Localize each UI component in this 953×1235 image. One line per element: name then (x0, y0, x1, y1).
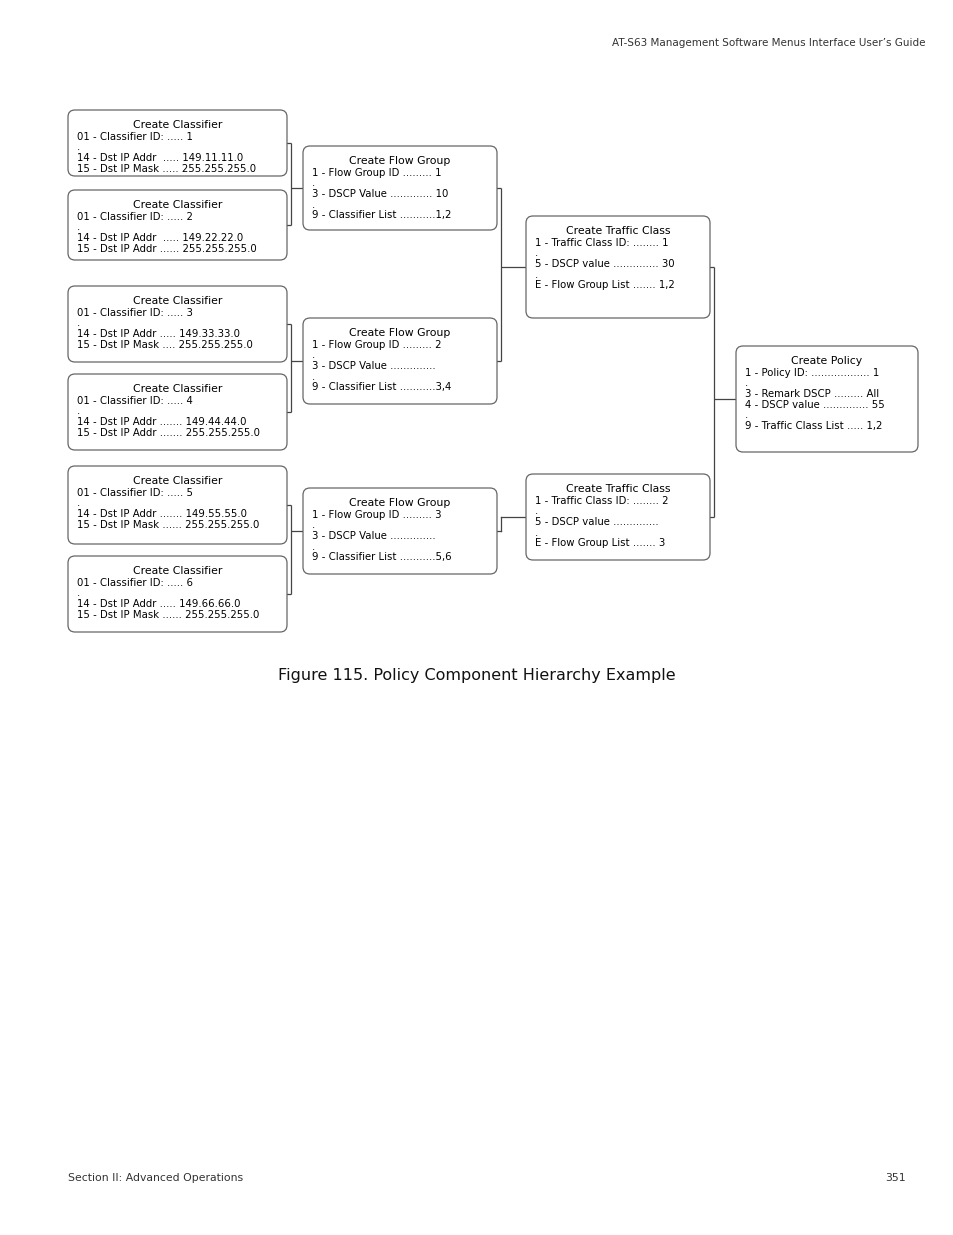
Text: 9 - Classifier List ...........5,6: 9 - Classifier List ...........5,6 (312, 552, 451, 562)
Text: 9 - Classifier List ...........3,4: 9 - Classifier List ...........3,4 (312, 382, 451, 391)
Text: 14 - Dst IP Addr ..... 149.66.66.0: 14 - Dst IP Addr ..... 149.66.66.0 (77, 599, 240, 609)
Text: 1 - Traffic Class ID: ........ 2: 1 - Traffic Class ID: ........ 2 (535, 496, 668, 506)
Text: Create Classifier: Create Classifier (132, 384, 222, 394)
FancyBboxPatch shape (68, 374, 287, 450)
Text: 14 - Dst IP Addr ....... 149.44.44.0: 14 - Dst IP Addr ....... 149.44.44.0 (77, 417, 246, 427)
Text: .: . (77, 499, 80, 509)
FancyBboxPatch shape (68, 190, 287, 261)
FancyBboxPatch shape (68, 556, 287, 632)
Text: .: . (77, 319, 80, 329)
Text: .: . (312, 179, 314, 189)
Text: Create Flow Group: Create Flow Group (349, 329, 450, 338)
Text: 3 - DSCP Value ..............: 3 - DSCP Value .............. (312, 531, 436, 541)
Text: .: . (535, 248, 537, 258)
Text: 01 - Classifier ID: ..... 5: 01 - Classifier ID: ..... 5 (77, 488, 193, 498)
Text: Create Classifier: Create Classifier (132, 566, 222, 576)
Text: 01 - Classifier ID: ..... 3: 01 - Classifier ID: ..... 3 (77, 308, 193, 317)
Text: 1 - Policy ID: .................. 1: 1 - Policy ID: .................. 1 (744, 368, 879, 378)
FancyBboxPatch shape (525, 216, 709, 317)
Text: 14 - Dst IP Addr ....... 149.55.55.0: 14 - Dst IP Addr ....... 149.55.55.0 (77, 509, 247, 519)
Text: .: . (77, 589, 80, 599)
Text: .: . (312, 372, 314, 382)
Text: E - Flow Group List ....... 1,2: E - Flow Group List ....... 1,2 (535, 280, 674, 290)
Text: 15 - Dst IP Mask ...... 255.255.255.0: 15 - Dst IP Mask ...... 255.255.255.0 (77, 520, 259, 530)
Text: Figure 115. Policy Component Hierarchy Example: Figure 115. Policy Component Hierarchy E… (278, 668, 675, 683)
Text: Create Flow Group: Create Flow Group (349, 498, 450, 508)
Text: 1 - Flow Group ID ......... 2: 1 - Flow Group ID ......... 2 (312, 340, 441, 350)
Text: Create Flow Group: Create Flow Group (349, 156, 450, 165)
Text: 351: 351 (884, 1173, 905, 1183)
Text: .: . (77, 222, 80, 232)
Text: 1 - Flow Group ID ......... 3: 1 - Flow Group ID ......... 3 (312, 510, 441, 520)
FancyBboxPatch shape (68, 110, 287, 177)
Text: .: . (312, 541, 314, 552)
Text: 14 - Dst IP Addr ..... 149.33.33.0: 14 - Dst IP Addr ..... 149.33.33.0 (77, 329, 240, 338)
Text: 3 - DSCP Value ..............: 3 - DSCP Value .............. (312, 361, 436, 370)
Text: .: . (312, 200, 314, 210)
Text: .: . (744, 410, 747, 420)
Text: 3 - DSCP Value ............. 10: 3 - DSCP Value ............. 10 (312, 189, 448, 199)
Text: 01 - Classifier ID: ..... 6: 01 - Classifier ID: ..... 6 (77, 578, 193, 588)
Text: Create Classifier: Create Classifier (132, 475, 222, 487)
Text: 4 - DSCP value .............. 55: 4 - DSCP value .............. 55 (744, 399, 883, 410)
Text: 1 - Flow Group ID ......... 1: 1 - Flow Group ID ......... 1 (312, 168, 441, 178)
Text: .: . (312, 351, 314, 361)
Text: Section II: Advanced Operations: Section II: Advanced Operations (68, 1173, 243, 1183)
Text: .: . (535, 269, 537, 279)
Text: 9 - Traffic Class List ..... 1,2: 9 - Traffic Class List ..... 1,2 (744, 420, 882, 431)
Text: 15 - Dst IP Mask ...... 255.255.255.0: 15 - Dst IP Mask ...... 255.255.255.0 (77, 610, 259, 620)
Text: .: . (744, 378, 747, 389)
Text: AT-S63 Management Software Menus Interface User’s Guide: AT-S63 Management Software Menus Interfa… (612, 38, 925, 48)
Text: 15 - Dst IP Addr ....... 255.255.255.0: 15 - Dst IP Addr ....... 255.255.255.0 (77, 427, 260, 437)
Text: 14 - Dst IP Addr  ..... 149.11.11.0: 14 - Dst IP Addr ..... 149.11.11.0 (77, 153, 243, 163)
FancyBboxPatch shape (525, 474, 709, 559)
Text: .: . (535, 506, 537, 516)
Text: .: . (535, 527, 537, 537)
Text: Create Classifier: Create Classifier (132, 120, 222, 130)
Text: Create Traffic Class: Create Traffic Class (565, 484, 670, 494)
Text: .: . (312, 520, 314, 531)
FancyBboxPatch shape (303, 488, 497, 574)
FancyBboxPatch shape (303, 146, 497, 230)
FancyBboxPatch shape (68, 466, 287, 543)
Text: Create Traffic Class: Create Traffic Class (565, 226, 670, 236)
Text: 1 - Traffic Class ID: ........ 1: 1 - Traffic Class ID: ........ 1 (535, 238, 668, 248)
Text: 9 - Classifier List ...........1,2: 9 - Classifier List ...........1,2 (312, 210, 451, 220)
FancyBboxPatch shape (303, 317, 497, 404)
Text: .: . (77, 406, 80, 416)
Text: 3 - Remark DSCP ......... All: 3 - Remark DSCP ......... All (744, 389, 879, 399)
FancyBboxPatch shape (68, 287, 287, 362)
Text: .: . (77, 142, 80, 152)
Text: 15 - Dst IP Mask ..... 255.255.255.0: 15 - Dst IP Mask ..... 255.255.255.0 (77, 163, 255, 173)
Text: Create Classifier: Create Classifier (132, 296, 222, 306)
Text: 5 - DSCP value .............. 30: 5 - DSCP value .............. 30 (535, 259, 674, 269)
Text: 15 - Dst IP Addr ...... 255.255.255.0: 15 - Dst IP Addr ...... 255.255.255.0 (77, 243, 256, 253)
Text: 01 - Classifier ID: ..... 4: 01 - Classifier ID: ..... 4 (77, 396, 193, 406)
Text: 5 - DSCP value ..............: 5 - DSCP value .............. (535, 517, 658, 527)
Text: 14 - Dst IP Addr  ..... 149.22.22.0: 14 - Dst IP Addr ..... 149.22.22.0 (77, 233, 243, 243)
Text: Create Classifier: Create Classifier (132, 200, 222, 210)
Text: Create Policy: Create Policy (791, 356, 862, 366)
Text: 01 - Classifier ID: ..... 1: 01 - Classifier ID: ..... 1 (77, 132, 193, 142)
FancyBboxPatch shape (735, 346, 917, 452)
Text: 15 - Dst IP Mask .... 255.255.255.0: 15 - Dst IP Mask .... 255.255.255.0 (77, 340, 253, 350)
Text: 01 - Classifier ID: ..... 2: 01 - Classifier ID: ..... 2 (77, 212, 193, 222)
Text: E - Flow Group List ....... 3: E - Flow Group List ....... 3 (535, 538, 664, 548)
